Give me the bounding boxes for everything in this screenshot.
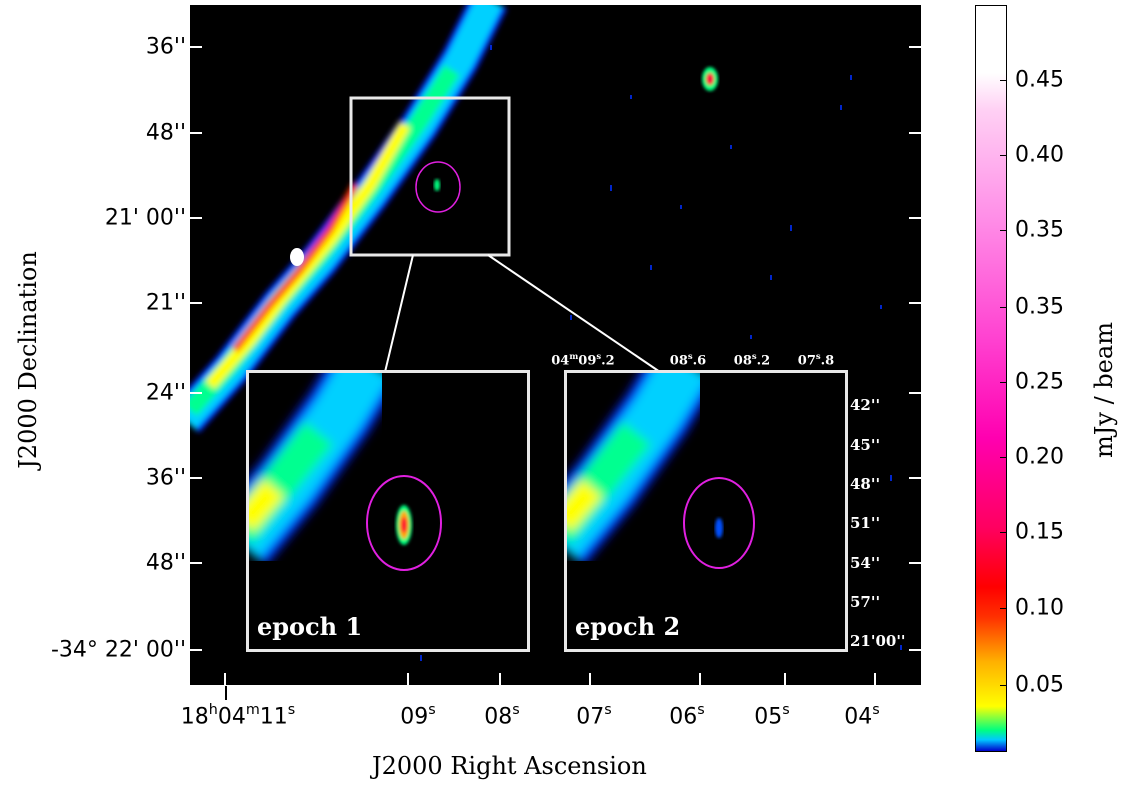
colorbar-label: mJy / beam	[1090, 322, 1118, 458]
colorbar-tick-mark	[1000, 608, 1006, 609]
y-tick-label: 24''	[145, 380, 186, 406]
inset-right-tick: 21'00''	[850, 632, 906, 650]
colorbar	[975, 5, 1007, 752]
inset-epoch-1-svg	[249, 373, 442, 571]
inset-epoch-2-svg	[567, 373, 755, 569]
target-ellipse	[415, 161, 461, 213]
colorbar-tick-label: 0.05	[1015, 672, 1064, 698]
x-tick-label: 09s	[400, 702, 436, 730]
inset-top-tick: 08s.2	[733, 351, 771, 369]
connector-left	[384, 254, 414, 373]
y-tick-label: 21' 00''	[104, 205, 186, 231]
x-tick-label: 04s	[844, 702, 880, 730]
bright-knot	[290, 248, 304, 266]
compact-source	[702, 67, 718, 91]
y-axis-title: J2000 Declination	[14, 251, 42, 469]
target-source	[434, 179, 440, 191]
zoom-box	[349, 96, 511, 257]
x-axis-outer-tick	[225, 686, 227, 700]
inset-right-tick: 51''	[850, 514, 881, 532]
frame-ticks	[190, 46, 921, 685]
inset-right-tick: 54''	[850, 554, 881, 572]
radio-image-svg	[190, 5, 921, 685]
colorbar-tick-mark	[1000, 382, 1006, 383]
inset-top-tick: 08s.6	[669, 351, 707, 369]
inset-right-tick: 42''	[850, 396, 881, 414]
x-tick-label: 06s	[669, 702, 705, 730]
colorbar-tick-mark	[1000, 532, 1006, 533]
y-tick-label: 21''	[145, 290, 186, 316]
colorbar-tick-mark	[1000, 230, 1006, 231]
epoch-2-label: epoch 2	[575, 612, 681, 641]
colorbar-tick-label: 0.25	[1015, 369, 1064, 395]
connector-right	[487, 254, 661, 373]
colorbar-tick-label: 0.10	[1015, 595, 1064, 621]
y-tick-label: -34° 22' 00''	[50, 637, 186, 663]
x-tick-label: 07s	[576, 702, 612, 730]
colorbar-tick-label: 0.45	[1015, 67, 1064, 93]
colorbar-tick-mark	[1000, 685, 1006, 686]
inset-right-tick: 57''	[850, 593, 881, 611]
x-tick-label: 18h04m11s	[180, 702, 296, 730]
x-tick-label: 08s	[484, 702, 520, 730]
inset-top-tick: 04m09s.2	[551, 351, 615, 369]
colorbar-tick-label: 0.20	[1015, 444, 1064, 470]
y-tick-label: 36''	[145, 465, 186, 491]
inset-epoch-2: epoch 2	[564, 370, 848, 652]
colorbar-tick-label: 0.35	[1015, 217, 1064, 243]
colorbar-tick-label: 0.15	[1015, 519, 1064, 545]
colorbar-tick-mark	[1000, 155, 1006, 156]
y-tick-label: 48''	[145, 550, 186, 576]
inset-right-tick: 45''	[850, 436, 881, 454]
inset-epoch-1: epoch 1	[246, 370, 530, 652]
colorbar-tick-label: 0.40	[1015, 142, 1064, 168]
x-tick-label: 05s	[754, 702, 790, 730]
inset-right-tick: 48''	[850, 475, 881, 493]
colorbar-tick-mark	[1000, 457, 1006, 458]
inset-top-tick: 07s.8	[797, 351, 835, 369]
y-tick-label: 36''	[145, 34, 186, 60]
x-axis-title: J2000 Right Ascension	[372, 752, 647, 780]
jet-emission	[190, 5, 507, 433]
epoch-1-label: epoch 1	[257, 612, 363, 641]
colorbar-tick-mark	[1000, 307, 1006, 308]
colorbar-tick-label: 0.35	[1015, 294, 1064, 320]
y-tick-label: 48''	[145, 120, 186, 146]
colorbar-tick-mark	[1000, 80, 1006, 81]
